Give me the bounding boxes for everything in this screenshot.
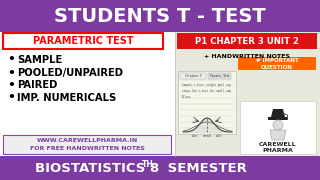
- Text: SAMPLE: SAMPLE: [17, 55, 62, 65]
- Polygon shape: [270, 130, 286, 140]
- Polygon shape: [268, 117, 288, 120]
- Bar: [180, 73, 206, 79]
- Text: BIOSTATISTICS 8: BIOSTATISTICS 8: [35, 161, 159, 174]
- Bar: [178, 71, 236, 134]
- Bar: [238, 57, 316, 70]
- Text: •: •: [7, 91, 15, 105]
- Text: WWW.CAREWELLPHARMA.IN: WWW.CAREWELLPHARMA.IN: [36, 138, 138, 143]
- Polygon shape: [271, 109, 285, 117]
- Text: FOR FREE HANDWRITTEN NOTES: FOR FREE HANDWRITTEN NOTES: [29, 147, 144, 152]
- Bar: [0, 156, 320, 180]
- Circle shape: [273, 120, 283, 130]
- Text: Allows: Allows: [182, 95, 192, 99]
- Bar: [240, 101, 316, 154]
- Text: normal: normal: [203, 134, 212, 138]
- Bar: [0, 0, 320, 32]
- Text: TH: TH: [142, 160, 154, 169]
- Text: PHARMA: PHARMA: [263, 148, 293, 154]
- Text: P1 CHAPTER 3 UNIT 2: P1 CHAPTER 3 UNIT 2: [195, 37, 299, 46]
- Bar: [3, 135, 171, 154]
- Text: Chapter 3: Chapter 3: [185, 74, 201, 78]
- Bar: [0, 32, 320, 156]
- Text: •: •: [7, 53, 15, 66]
- Text: POOLED/UNPAIRED: POOLED/UNPAIRED: [17, 68, 123, 78]
- Text: CAREWELL: CAREWELL: [259, 143, 297, 147]
- Text: t-dist: t-dist: [216, 134, 222, 138]
- Bar: [3, 33, 163, 49]
- Bar: [175, 32, 320, 156]
- Text: shows the t-test for small sam: shows the t-test for small sam: [182, 89, 231, 93]
- Text: SEMESTER: SEMESTER: [163, 161, 247, 174]
- Text: # IMPORTANT
QUESTION: # IMPORTANT QUESTION: [256, 58, 298, 69]
- Text: + HANDWRITTEN NOTES: + HANDWRITTEN NOTES: [204, 53, 290, 59]
- Text: Param. Test: Param. Test: [210, 74, 230, 78]
- Bar: [208, 73, 231, 79]
- Text: PAIRED: PAIRED: [17, 80, 57, 90]
- Text: •: •: [7, 66, 15, 80]
- Text: t-dist: t-dist: [192, 134, 198, 138]
- Text: STUDENTS T - TEST: STUDENTS T - TEST: [54, 6, 266, 26]
- Bar: [177, 33, 317, 49]
- Text: IMP. NUMERICALS: IMP. NUMERICALS: [17, 93, 116, 103]
- Text: PARAMETRIC TEST: PARAMETRIC TEST: [33, 36, 133, 46]
- Text: •: •: [7, 78, 15, 91]
- Text: Sample t-test: single pool unp: Sample t-test: single pool unp: [182, 83, 231, 87]
